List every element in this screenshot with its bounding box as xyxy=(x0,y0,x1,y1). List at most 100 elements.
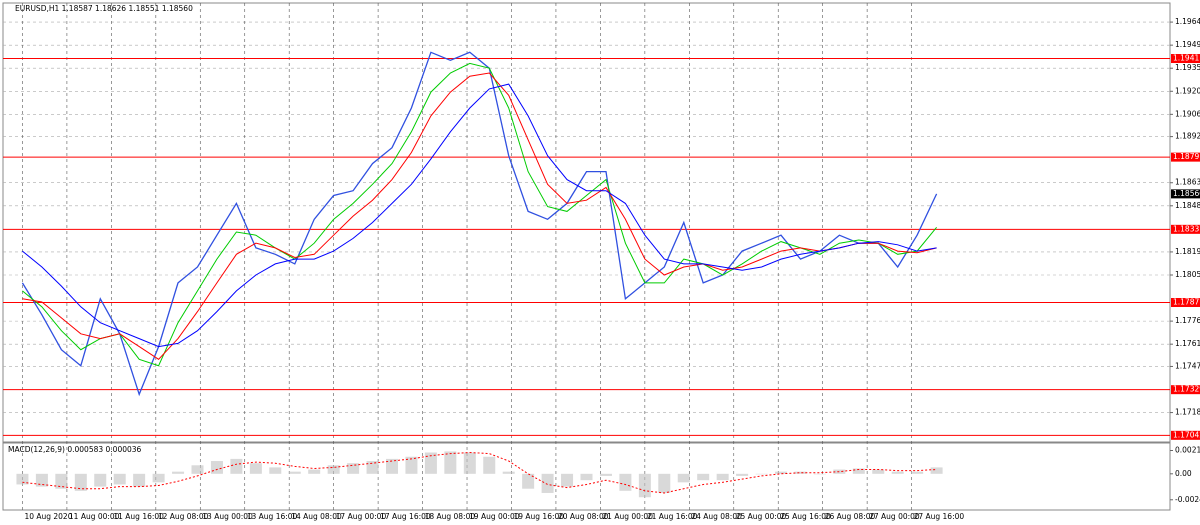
macd-bar xyxy=(133,473,146,487)
x-tick-label: 21 Aug 00:00 xyxy=(602,512,653,521)
macd-bar xyxy=(541,473,554,493)
macd-bar xyxy=(230,458,243,474)
x-tick-label: 14 Aug 08:00 xyxy=(291,512,342,521)
macd-bar xyxy=(94,473,107,487)
level-label-box xyxy=(1171,54,1200,64)
x-tick-label: 27 Aug 00:00 xyxy=(869,512,920,521)
macd-bar xyxy=(308,469,321,474)
y-tick-label: 0.00 xyxy=(1175,469,1192,478)
macd-bar xyxy=(347,463,360,474)
macd-bar xyxy=(113,473,126,485)
macd-bar xyxy=(424,452,437,474)
macd-bar xyxy=(55,473,68,489)
x-tick-label: 25 Aug 16:00 xyxy=(780,512,831,521)
macd-bar xyxy=(74,473,87,491)
x-tick-label: 21 Aug 16:00 xyxy=(647,512,698,521)
macd-bar xyxy=(561,473,574,487)
macd-bar xyxy=(755,473,768,475)
y-tick-label: -0.00244 xyxy=(1175,495,1200,504)
x-tick-label: 25 Aug 00:00 xyxy=(736,512,787,521)
level-label: 1.17329 xyxy=(1173,385,1200,394)
x-tick-label: 24 Aug 08:00 xyxy=(691,512,742,521)
y-tick-label: 1.17475 xyxy=(1175,361,1200,370)
macd-plot-frame xyxy=(2,442,1171,511)
main-plot-frame xyxy=(2,2,1171,443)
x-tick-label: 13 Aug 00:00 xyxy=(202,512,253,521)
level-label: 1.18337 xyxy=(1173,224,1200,233)
current-price-label: 1.18560 xyxy=(1173,189,1200,198)
macd-bar xyxy=(891,471,904,474)
x-tick-label: 17 Aug 16:00 xyxy=(380,512,431,521)
macd-bar xyxy=(249,463,262,474)
y-tick-label: 1.18485 xyxy=(1175,201,1200,210)
y-tick-label: 1.17760 xyxy=(1175,316,1200,325)
moving-average xyxy=(22,83,937,348)
macd-bar xyxy=(444,451,457,474)
level-label-box xyxy=(1171,385,1200,395)
macd-bar xyxy=(483,456,496,474)
macd-title: MACD(12,26,9) 0.000583 0.000036 xyxy=(8,445,142,454)
level-label: 1.17877 xyxy=(1173,298,1200,307)
x-tick-label: 11 Aug 16:00 xyxy=(113,512,164,521)
y-tick-label: 0.00219 xyxy=(1175,445,1200,454)
x-tick-label: 13 Aug 16:00 xyxy=(247,512,298,521)
x-tick-label: 26 Aug 08:00 xyxy=(825,512,876,521)
macd-bar xyxy=(210,461,223,474)
y-tick-label: 1.17185 xyxy=(1175,408,1200,417)
macd-bar xyxy=(386,458,398,474)
macd-bar xyxy=(813,473,826,475)
y-tick-label: 1.19205 xyxy=(1175,86,1200,95)
macd-bar xyxy=(463,452,476,474)
level-label-box xyxy=(1171,224,1200,234)
macd-bar xyxy=(638,473,651,498)
macd-bar xyxy=(191,465,204,474)
x-tick-label: 10 Aug 2020 xyxy=(24,512,72,521)
y-tick-label: 1.19640 xyxy=(1175,17,1200,26)
y-tick-label: 1.19495 xyxy=(1175,40,1200,49)
macd-bar xyxy=(522,473,535,489)
x-tick-label: 11 Aug 00:00 xyxy=(69,512,120,521)
x-tick-label: 20 Aug 08:00 xyxy=(558,512,609,521)
macd-signal xyxy=(22,451,937,494)
level-label-box xyxy=(1171,152,1200,162)
x-tick-label: 18 Aug 08:00 xyxy=(425,512,476,521)
macd-bar xyxy=(794,471,807,474)
y-tick-label: 1.19060 xyxy=(1175,109,1200,118)
level-label-box xyxy=(1171,430,1200,440)
macd-bar xyxy=(16,473,29,485)
macd-bar xyxy=(619,473,632,491)
y-tick-label: 1.18050 xyxy=(1175,270,1200,279)
x-tick-label: 12 Aug 08:00 xyxy=(158,512,209,521)
moving-average xyxy=(22,62,937,367)
macd-bar xyxy=(697,473,710,481)
macd-bar xyxy=(35,473,48,487)
macd-bar xyxy=(833,469,846,474)
y-tick-label: 1.19350 xyxy=(1175,63,1200,72)
macd-bar xyxy=(872,469,885,474)
macd-bar xyxy=(930,467,943,474)
macd-bar xyxy=(327,465,340,474)
macd-bar xyxy=(736,473,749,476)
price-line xyxy=(21,51,938,397)
macd-bar xyxy=(775,471,787,474)
macd-bar xyxy=(152,473,165,483)
y-tick-label: 1.18195 xyxy=(1175,247,1200,256)
moving-average xyxy=(22,72,937,360)
macd-bar xyxy=(269,467,282,474)
macd-bar xyxy=(366,461,379,474)
current-price-box xyxy=(1171,189,1200,199)
macd-bar xyxy=(716,473,729,481)
y-tick-label: 1.18630 xyxy=(1175,178,1200,187)
macd-bar xyxy=(288,471,301,474)
macd-bar xyxy=(580,473,593,481)
macd-bar xyxy=(852,468,865,474)
x-tick-label: 19 Aug 16:00 xyxy=(513,512,564,521)
y-tick-label: 1.17615 xyxy=(1175,339,1200,348)
macd-bar xyxy=(658,473,671,493)
macd-bar xyxy=(911,471,924,474)
macd-bar xyxy=(405,456,418,474)
